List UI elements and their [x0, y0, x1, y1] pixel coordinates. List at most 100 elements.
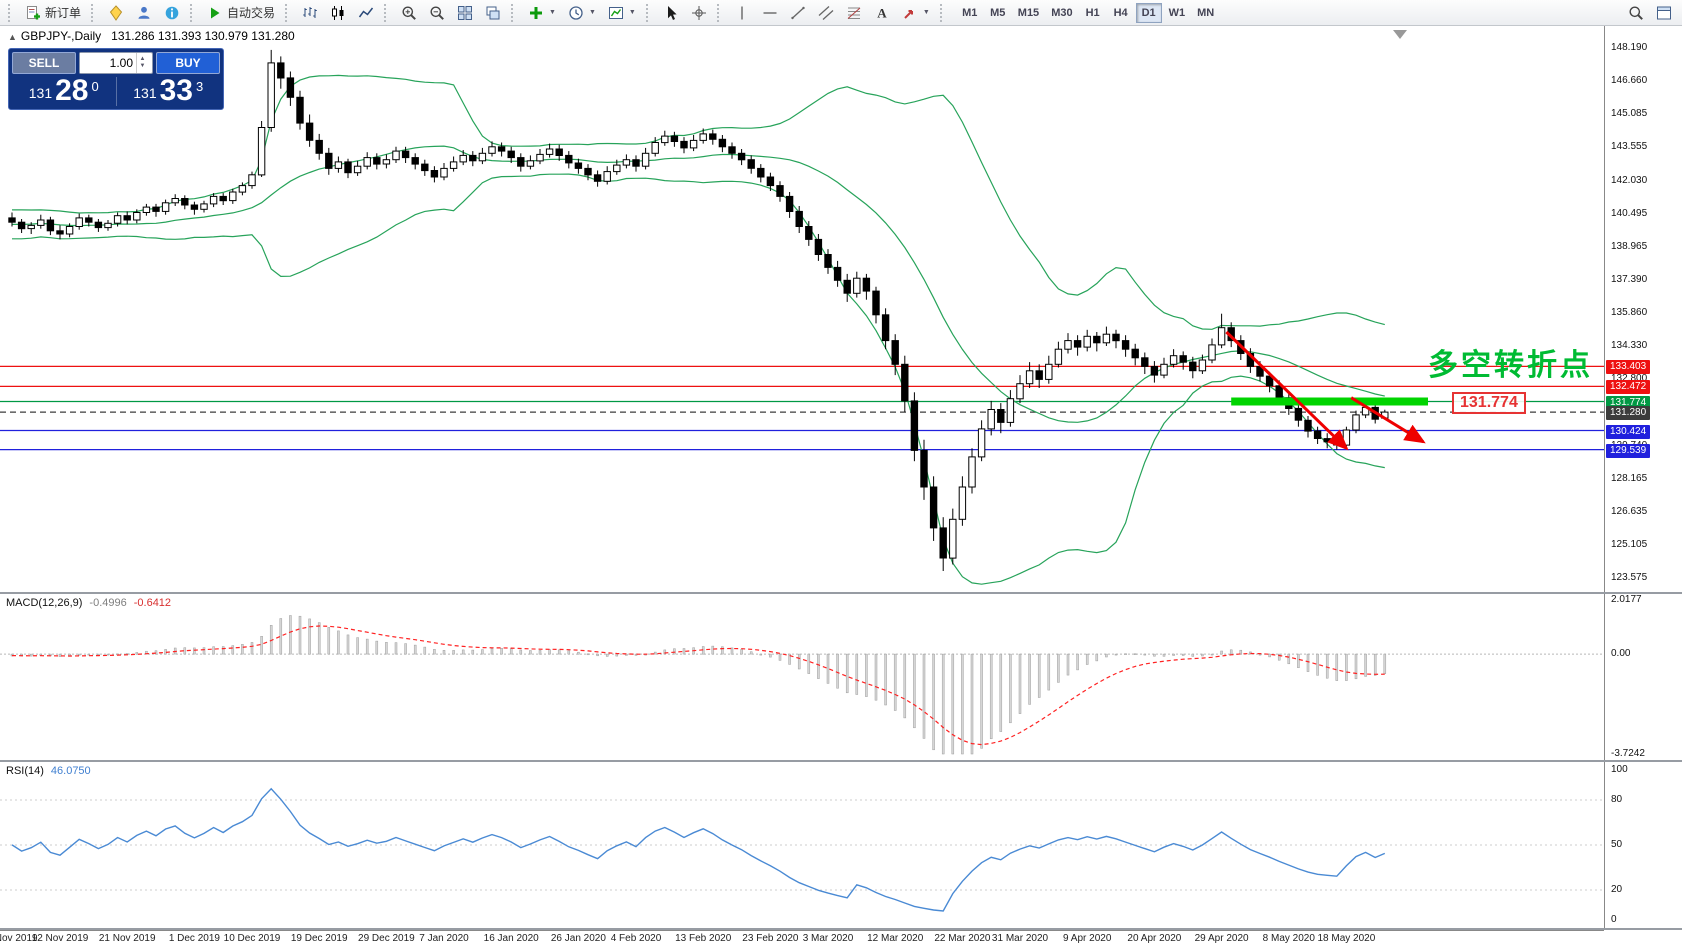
- date-label: 18 May 2020: [1317, 933, 1376, 944]
- crosshair-button[interactable]: [685, 2, 713, 24]
- axis-tick: 137.390: [1611, 273, 1648, 285]
- zoom-in-icon: [401, 5, 417, 21]
- date-label: 13 Feb 2020: [675, 933, 732, 944]
- toolbar-grip[interactable]: [716, 3, 724, 22]
- add-indicator-button[interactable]: ▼: [522, 2, 562, 24]
- line-chart-icon: [358, 5, 374, 21]
- info-icon: [164, 5, 180, 21]
- autotrading-button[interactable]: 自动交易: [201, 2, 281, 24]
- rsi-title: RSI(14): [6, 765, 44, 777]
- timeframe-button-MN[interactable]: MN: [1192, 3, 1219, 23]
- tile-windows-button[interactable]: [451, 2, 479, 24]
- date-label: 22 Mar 2020: [934, 933, 991, 944]
- channel-button[interactable]: [812, 2, 840, 24]
- zoom-in-button[interactable]: [395, 2, 423, 24]
- timeframe-button-M30[interactable]: M30: [1046, 3, 1077, 23]
- trend-arrow-2[interactable]: [1350, 396, 1426, 444]
- timeframe-button-M15[interactable]: M15: [1013, 3, 1044, 23]
- toolbar-grip[interactable]: [190, 3, 197, 22]
- volume-up-icon[interactable]: ▲: [139, 56, 146, 62]
- buy-button[interactable]: BUY: [156, 52, 220, 74]
- rsi-chart[interactable]: [0, 762, 1604, 928]
- volume-down-icon[interactable]: ▼: [139, 63, 146, 69]
- date-label: 23 Feb 2020: [742, 933, 799, 944]
- toolbar-grip[interactable]: [8, 3, 15, 22]
- price-axis[interactable]: 148.190 146.660 145.085 143.555 142.030 140.4…: [1604, 26, 1682, 930]
- price-chart-panel: ▲ GBPJPY-,Daily 131.286 131.393 130.979 13…: [0, 26, 1604, 592]
- play-icon: [207, 5, 223, 21]
- search-button[interactable]: [1622, 2, 1650, 24]
- autotrading-label: 自动交易: [227, 6, 276, 20]
- periods-button[interactable]: ▼: [562, 2, 602, 24]
- trend-arrow-1[interactable]: [1225, 330, 1349, 451]
- panel-collapse-icon[interactable]: ▲: [8, 32, 17, 42]
- data-window-button[interactable]: [1650, 2, 1678, 24]
- date-label: 29 Dec 2019: [358, 933, 415, 944]
- toolbar-grip[interactable]: [384, 3, 391, 22]
- accounts-button[interactable]: [130, 2, 158, 24]
- axis-tick: 146.660: [1611, 75, 1648, 87]
- arrows-button[interactable]: ▼: [896, 2, 936, 24]
- price-chart[interactable]: [0, 26, 1604, 592]
- macd-histogram: [10, 615, 1387, 755]
- axis-tick: 140.495: [1611, 207, 1648, 219]
- info-button[interactable]: [158, 2, 186, 24]
- timeframe-button-M5[interactable]: M5: [985, 3, 1011, 23]
- date-label: 10 Dec 2019: [223, 933, 281, 944]
- text-label-button[interactable]: A: [868, 2, 896, 24]
- horizontal-line-icon: [762, 5, 778, 21]
- candlestick-icon: [330, 5, 346, 21]
- trendline-button[interactable]: [784, 2, 812, 24]
- price-tag-131.280: 131.280: [1606, 406, 1651, 421]
- cascade-windows-button[interactable]: [479, 2, 507, 24]
- support-zone-highlight[interactable]: [1231, 397, 1428, 406]
- new-order-button[interactable]: 新订单: [19, 2, 87, 24]
- timeframe-button-W1[interactable]: W1: [1164, 3, 1191, 23]
- fibonacci-button[interactable]: [840, 2, 868, 24]
- panel-divider[interactable]: [0, 760, 1682, 762]
- axis-tick: 128.165: [1611, 472, 1648, 484]
- templates-button[interactable]: ▼: [602, 2, 642, 24]
- panel-divider[interactable]: [0, 928, 1682, 930]
- candlestick-chart-button[interactable]: [324, 2, 352, 24]
- turning-point-annotation: 多空转折点: [1428, 349, 1593, 382]
- timeframe-button-H1[interactable]: H1: [1080, 3, 1106, 23]
- horizontal-line-button[interactable]: [756, 2, 784, 24]
- timeframe-button-M1[interactable]: M1: [957, 3, 983, 23]
- volume-input[interactable]: [80, 53, 136, 73]
- marketwatch-button[interactable]: [102, 2, 130, 24]
- sell-price[interactable]: 131 28 0: [12, 76, 116, 106]
- cursor-button[interactable]: [657, 2, 685, 24]
- bar-chart-button[interactable]: [296, 2, 324, 24]
- macd-label: MACD(12,26,9) -0.4996 -0.6412: [6, 597, 171, 609]
- volume-box: ▲ ▼: [79, 52, 153, 74]
- macd-main-value: -0.4996: [89, 597, 127, 609]
- vertical-line-button[interactable]: [728, 2, 756, 24]
- axis-tick: 134.330: [1611, 340, 1648, 352]
- timeframe-button-D1[interactable]: D1: [1135, 2, 1162, 23]
- panel-divider[interactable]: [0, 592, 1682, 594]
- line-chart-button[interactable]: [352, 2, 380, 24]
- sell-button[interactable]: SELL: [12, 52, 76, 74]
- chart-shift-marker[interactable]: [1393, 30, 1407, 39]
- chevron-down-icon: ▼: [588, 9, 596, 16]
- axis-tick: 80: [1611, 794, 1623, 805]
- axis-tick: 138.965: [1611, 240, 1648, 252]
- toolbar-grip[interactable]: [91, 3, 98, 22]
- bollinger-lower: [12, 173, 1385, 585]
- macd-chart[interactable]: [0, 594, 1604, 760]
- toolbar-grip[interactable]: [285, 3, 292, 22]
- timeframe-button-H4[interactable]: H4: [1108, 3, 1134, 23]
- toolbar-grip[interactable]: [645, 3, 653, 22]
- clock-icon: [568, 5, 584, 21]
- axis-tick: 126.635: [1611, 505, 1648, 517]
- axis-tick: 123.575: [1611, 572, 1648, 583]
- date-label: 19 Dec 2019: [290, 933, 348, 944]
- axis-tick: 135.860: [1611, 307, 1648, 318]
- buy-price[interactable]: 131 33 3: [115, 76, 221, 106]
- toolbar-grip[interactable]: [511, 3, 518, 22]
- zoom-out-button[interactable]: [423, 2, 451, 24]
- toolbar-grip[interactable]: [939, 3, 947, 22]
